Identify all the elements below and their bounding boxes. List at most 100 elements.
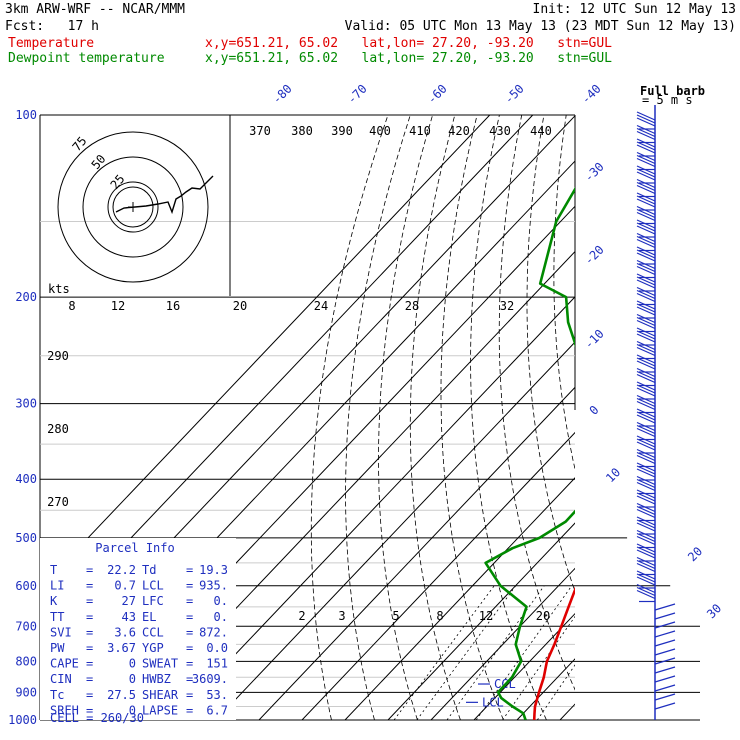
wind-barb [636, 468, 656, 478]
wind-barb [636, 546, 656, 556]
parcel-value: 0. [214, 610, 228, 624]
parcel-eq: = [186, 579, 193, 593]
wind-barb [636, 211, 656, 222]
parcel-value: 43 [122, 610, 136, 624]
temperature-tick--60: -60 [425, 82, 450, 107]
temperature-tick-30: 30 [704, 601, 724, 621]
wind-barb [636, 235, 656, 246]
dry-adiabat [722, 115, 740, 720]
temperature-tick--70: -70 [345, 82, 370, 107]
temperature-tick--30: -30 [582, 160, 607, 185]
parcel-eq: = [86, 610, 93, 624]
lcl-label: LCL [482, 695, 504, 709]
hodograph-ring-label-50: 50 [89, 152, 109, 172]
temperature-line [532, 586, 575, 720]
parcel-key: SVI [50, 625, 72, 639]
wind-barb [636, 438, 656, 448]
parcel-eq: = [86, 579, 93, 593]
theta-label-400: 400 [369, 124, 391, 138]
mixing-ratio-label-20: 20 [536, 609, 550, 623]
wind-barb [636, 333, 656, 343]
dry-adiabat [630, 115, 740, 720]
valid-time: Valid: 05 UTC Mon 13 May 13 (23 MDT Sun … [344, 19, 736, 34]
speed-tick-12: 12 [111, 299, 125, 313]
wind-barb [636, 205, 656, 216]
pressure-label-100: 100 [15, 108, 37, 122]
wind-barb [636, 238, 656, 249]
theta-label-410: 410 [409, 124, 431, 138]
wind-barb [636, 343, 656, 354]
parcel-key: Td [142, 563, 156, 577]
wind-barb [654, 648, 676, 656]
wind-barb [636, 303, 656, 313]
parcel-value: 53. [206, 688, 228, 702]
pressure-label-1000: 1000 [8, 713, 37, 727]
wind-barb [636, 489, 656, 499]
parcel-key: CCL [142, 625, 164, 639]
mixing-ratio-lines [393, 585, 575, 720]
sounding-profiles [484, 186, 575, 720]
parcel-value: 27.5 [107, 688, 136, 702]
temperature-tick-0: 0 [587, 403, 602, 418]
wind-barb [636, 127, 656, 138]
parcel-eq: = [86, 594, 93, 608]
hodograph-ring [107, 181, 159, 233]
barb-note-title: Full barb [640, 84, 705, 98]
parcel-key: CAPE [50, 657, 79, 671]
wind-barb [636, 195, 656, 205]
parcel-key: LFC [142, 594, 164, 608]
wind-barb [636, 316, 656, 327]
parcel-eq: = [186, 610, 193, 624]
wind-barb [636, 130, 656, 141]
parcel-eq: = [86, 672, 93, 686]
wind-barb [636, 543, 656, 553]
temperature-tick--10: -10 [582, 327, 607, 352]
parcel-key: LAPSE [142, 703, 178, 717]
parcel-value: 0.0 [206, 641, 228, 655]
pressure-label-600: 600 [15, 579, 37, 593]
wind-barb [636, 373, 656, 384]
dry-adiabat [553, 115, 575, 471]
wind-barb [636, 138, 656, 148]
wind-barb [654, 702, 676, 710]
wind-barb [636, 448, 656, 459]
wind-barb [636, 192, 656, 202]
parcel-eq: = [86, 703, 93, 717]
wind-barb [636, 400, 656, 411]
forecast-hour: Fcst: 17 h [5, 19, 99, 34]
wind-barb [636, 154, 656, 165]
parcel-value: 0.7 [114, 579, 136, 593]
dry-adiabat [605, 115, 740, 720]
parcel-value: 0 [129, 672, 136, 686]
wind-barb [636, 478, 656, 489]
wind-barb [636, 573, 656, 583]
wind-barb [654, 693, 676, 701]
dry-adiabat [310, 115, 389, 720]
wind-barb [636, 265, 656, 276]
wind-barbs [636, 105, 676, 720]
wind-barb [636, 427, 656, 438]
isotherm [473, 612, 575, 720]
pressure-label-500: 500 [15, 531, 37, 545]
wind-barb [636, 441, 656, 451]
wind-barb [636, 327, 656, 337]
parcel-info-title: Parcel Info [95, 541, 174, 555]
parcel-value: 935. [199, 579, 228, 593]
legend-dewpoint-name: Dewpoint temperature [8, 51, 165, 66]
wind-barb [636, 562, 656, 573]
pressure-labels: 100 200 300 400 500 600 700 800 900 1000 [8, 108, 37, 727]
parcel-key: SREH [50, 703, 79, 717]
wind-barb [636, 505, 656, 516]
isotherm [215, 341, 575, 720]
wind-barb [636, 168, 656, 178]
parcel-key: T [50, 563, 57, 577]
isotherm [646, 115, 740, 720]
theta-left-label-280: 280 [47, 422, 69, 436]
isotherm [40, 115, 491, 590]
parcel-info-background [40, 538, 236, 720]
dry-adiabat [498, 115, 575, 691]
pressure-label-400: 400 [15, 472, 37, 486]
mixing-ratio-label-12: 12 [479, 609, 493, 623]
